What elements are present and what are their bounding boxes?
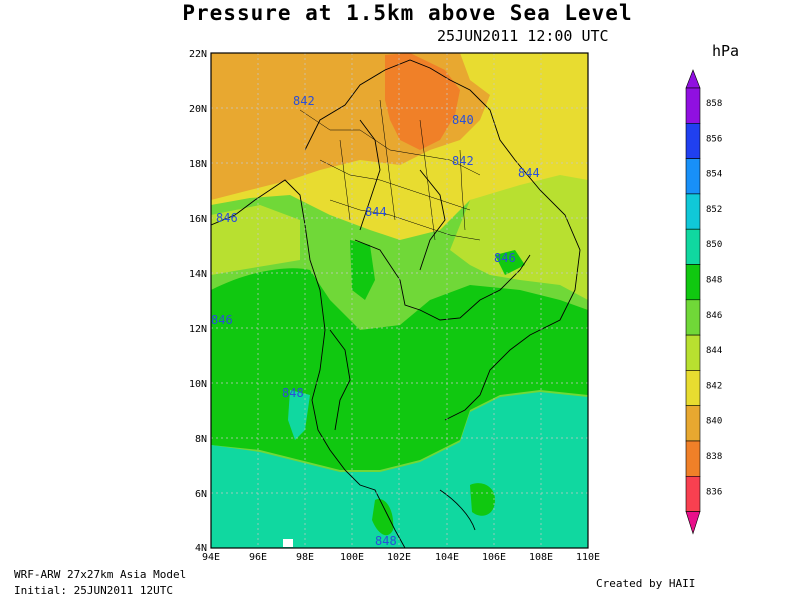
white-marker [283, 539, 293, 547]
coastlines [211, 59, 581, 548]
map-frame [210, 52, 589, 549]
legend-swatch [685, 334, 701, 371]
contour-labels: 842 840 842 844 844 846 846 846 848 848 [211, 94, 540, 548]
map-title: Pressure at 1.5km above Sea Level [182, 1, 633, 25]
legend-unit: hPa [712, 42, 740, 60]
contour-label: 846 [494, 251, 516, 265]
lat-tick-labels: 22N 20N 18N 16N 14N 12N 10N 8N 6N 4N [189, 49, 207, 554]
legend-label: 856 [706, 134, 722, 144]
contour-label: 846 [211, 313, 233, 327]
lat-tick-label: 6N [195, 489, 207, 500]
province-borders [299, 99, 481, 241]
contour-label: 846 [216, 211, 238, 225]
legend-colorbar: 858 856 854 852 850 848 846 844 842 840 838 836 [685, 69, 722, 535]
legend-label: 840 [706, 417, 722, 427]
lon-tick-label: 94E [202, 552, 220, 563]
lon-tick-label: 96E [249, 552, 267, 563]
legend-swatch [685, 193, 701, 230]
contour-label: 840 [452, 113, 474, 127]
legend-label: 842 [706, 381, 722, 391]
legend-swatch [685, 264, 701, 301]
lat-tick-label: 20N [189, 104, 207, 115]
legend-swatch [685, 87, 701, 124]
legend-label: 852 [706, 205, 722, 215]
lat-tick-label: 14N [189, 269, 207, 280]
contour-label: 848 [282, 386, 304, 400]
lat-tick-label: 18N [189, 159, 207, 170]
lon-tick-label: 100E [340, 552, 364, 563]
legend-swatch [685, 475, 701, 512]
legend-arrow-bottom [685, 511, 701, 535]
legend-label: 850 [706, 240, 722, 250]
legend-swatch [685, 405, 701, 442]
contour-label: 842 [293, 94, 315, 108]
lon-tick-label: 104E [435, 552, 459, 563]
lon-tick-label: 102E [387, 552, 411, 563]
legend-label: 836 [706, 487, 722, 497]
model-name: WRF-ARW 27x27km Asia Model [14, 568, 187, 581]
legend-label: 838 [706, 452, 722, 462]
legend-swatch [685, 370, 701, 406]
contour-label: 844 [365, 205, 387, 219]
legend-label: 858 [706, 99, 722, 109]
init-time: Initial: 25JUN2011 12UTC [14, 584, 173, 597]
lat-tick-label: 4N [195, 543, 207, 554]
lat-tick-label: 10N [189, 379, 207, 390]
contour-label: 848 [375, 534, 397, 548]
legend-swatch [685, 228, 701, 265]
lon-tick-label: 110E [576, 552, 600, 563]
lat-tick-label: 16N [189, 214, 207, 225]
lon-tick-label: 108E [529, 552, 553, 563]
lon-tick-label: 98E [296, 552, 314, 563]
legend-swatch [685, 440, 701, 477]
legend-arrow-top [685, 69, 701, 89]
credit-text: Created by HAII [596, 577, 696, 590]
legend-label: 846 [706, 311, 722, 321]
contour-label: 842 [452, 154, 474, 168]
legend-label: 848 [706, 276, 722, 286]
lat-tick-label: 8N [195, 434, 207, 445]
legend-swatch [685, 123, 701, 159]
lat-tick-label: 12N [189, 324, 207, 335]
legend-label: 854 [706, 170, 722, 180]
lon-tick-labels: 94E 96E 98E 100E 102E 104E 106E 108E 110… [202, 552, 600, 563]
legend-swatch [685, 299, 701, 336]
lon-tick-label: 106E [482, 552, 506, 563]
contour-label: 844 [518, 166, 540, 180]
valid-time: 25JUN2011 12:00 UTC [437, 27, 609, 45]
legend-label: 844 [706, 346, 722, 356]
lat-tick-label: 22N [189, 49, 207, 60]
pressure-fill [211, 53, 588, 548]
legend-swatch [685, 158, 701, 195]
